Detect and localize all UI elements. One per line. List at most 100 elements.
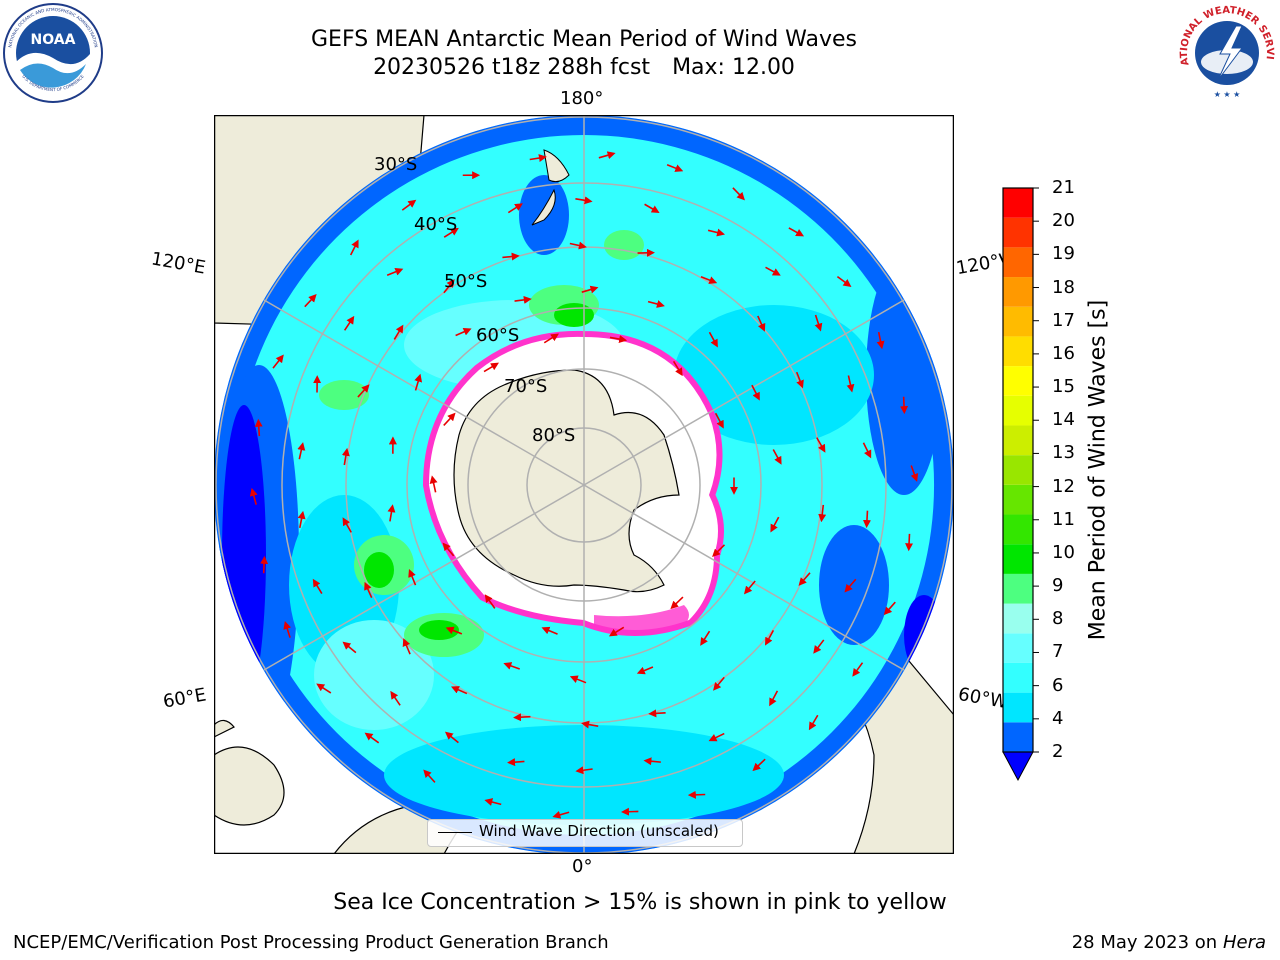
lat-label-40s: 40°S (414, 214, 457, 235)
wind-wave-arrow (283, 621, 292, 638)
wind-wave-arrow (707, 228, 726, 237)
colorbar-tick-label: 10 (1052, 541, 1075, 563)
wind-wave-arrow (343, 315, 355, 331)
wind-wave-arrow (770, 516, 780, 533)
noaa-logo: NOAA NATIONAL OCEANIC AND ATMOSPHERIC AD… (3, 3, 103, 103)
colorbar-band (1003, 395, 1033, 426)
lat-label-70s: 70°S (504, 376, 547, 397)
wind-wave-arrow (408, 568, 417, 586)
nws-stars-icon: ★ ★ ★ (1214, 90, 1241, 99)
wind-wave-arrow (507, 758, 525, 767)
wind-wave-arrow (569, 675, 587, 684)
wind-wave-arrow (503, 662, 520, 670)
wind-wave-arrow (569, 241, 587, 250)
wind-wave-arrow (304, 294, 317, 308)
colorbar-tick-label: 16 (1052, 342, 1075, 364)
wind-wave-arrow (666, 163, 684, 172)
colorbar-tick-label: 2 (1052, 741, 1064, 762)
colorbar-tick-label: 14 (1052, 409, 1075, 431)
colorbar-tick-label: 20 (1052, 210, 1075, 232)
wind-wave-arrow (700, 630, 711, 646)
wind-wave-arrow (386, 268, 404, 276)
wind-wave-arrow (507, 203, 523, 214)
wind-wave-arrow (455, 328, 472, 337)
wind-wave-arrow (743, 580, 756, 595)
colorbar-tick-label: 6 (1052, 674, 1064, 696)
new-zealand-land (531, 149, 570, 226)
wind-wave-arrow (862, 442, 872, 459)
wind-wave-arrow (342, 641, 357, 654)
wind-wave-arrow (846, 375, 855, 393)
wind-wave-arrow (708, 732, 725, 742)
wind-wave-arrow (608, 626, 625, 637)
colorbar-band (1003, 662, 1033, 693)
lat-label-50s: 50°S (444, 271, 487, 292)
wind-wave-arrow (529, 154, 547, 162)
wind-wave-arrow (260, 555, 269, 574)
noaa-logo-text: NOAA (31, 32, 76, 48)
wind-wave-arrow (910, 465, 919, 482)
wind-wave-arrow (751, 384, 760, 401)
wind-wave-arrow (644, 203, 660, 213)
colorbar-band (1003, 692, 1033, 723)
colorbar-band (1003, 217, 1033, 248)
wind-wave-arrow (387, 504, 396, 522)
wind-wave-arrow (598, 151, 616, 160)
wind-wave-arrow (342, 517, 352, 533)
forecast-run-label: 20230526 t18z 288h fcst (373, 55, 651, 80)
chart-title: GEFS MEAN Antarctic Mean Period of Wind … (311, 27, 857, 52)
wind-wave-arrow (636, 666, 654, 675)
wind-wave-arrow (905, 533, 914, 552)
colorbar-tick-label: 4 (1052, 707, 1064, 729)
wind-wave-arrow (670, 596, 684, 610)
credit-line: NCEP/EMC/Verification Post Processing Pr… (13, 932, 609, 953)
colorbar-tick-label: 13 (1052, 442, 1075, 464)
wind-wave-arrow (732, 187, 745, 201)
wind-wave-arrow (297, 442, 306, 460)
wind-wave-arrow (712, 544, 726, 558)
colorbar (1002, 187, 1039, 782)
chart-subtitle: 20230526 t18z 288h fcst Max: 12.00 (0, 54, 1168, 82)
wind-wave-arrow (816, 437, 826, 453)
lon-label-120e: 120°E (149, 248, 208, 279)
wind-wave-arrow (714, 412, 724, 429)
sea-ice-note: Sea Ice Concentration > 15% is shown in … (333, 890, 947, 915)
map-panel: 30°S 40°S 50°S 60°S 70°S 80°S (214, 115, 954, 854)
wind-wave-arrow (672, 360, 683, 377)
wind-wave-arrow (312, 578, 323, 594)
wind-wave-arrow (575, 766, 593, 775)
wind-wave-arrow (513, 713, 531, 722)
wind-wave-arrow (443, 227, 459, 238)
wind-wave-arrow (581, 285, 599, 294)
colorbar-tick-label: 11 (1052, 508, 1075, 530)
wind-wave-arrow (414, 373, 423, 391)
wind-wave-arrow (795, 371, 804, 389)
wind-wave-arrow (349, 239, 359, 256)
wind-wave-arrow (401, 199, 417, 211)
wind-wave-arrow (813, 639, 825, 654)
wind-wave-arrow (450, 686, 468, 695)
wind-wave-arrow (700, 276, 718, 284)
colorbar-tick-label: 15 (1052, 376, 1075, 398)
wind-wave-arrow (443, 412, 456, 426)
wind-wave-arrow (541, 626, 558, 635)
wind-wave-arrow (581, 720, 599, 729)
wind-wave-arrow (798, 572, 811, 586)
lat-label-80s: 80°S (532, 425, 575, 446)
colorbar-band (1003, 336, 1033, 367)
lat-label-60s: 60°S (476, 325, 519, 346)
wind-wave-arrow (502, 252, 520, 261)
colorbar-tick-label: 8 (1052, 608, 1064, 630)
wind-wave-arrow (444, 731, 459, 744)
colorbar-band (1003, 455, 1033, 485)
wind-wave-arrow (862, 510, 871, 529)
colorbar-band (1003, 366, 1033, 396)
wind-wave-arrow (552, 810, 570, 819)
colorbar-band (1003, 544, 1033, 574)
wind-wave-arrow (543, 333, 560, 344)
lon-label-60e: 60°E (161, 684, 208, 713)
colorbar-tick-label: 9 (1052, 575, 1064, 597)
wind-wave-arrow (357, 384, 370, 398)
wind-wave-arrow (708, 331, 718, 348)
lon-label-180: 180° (560, 88, 604, 109)
